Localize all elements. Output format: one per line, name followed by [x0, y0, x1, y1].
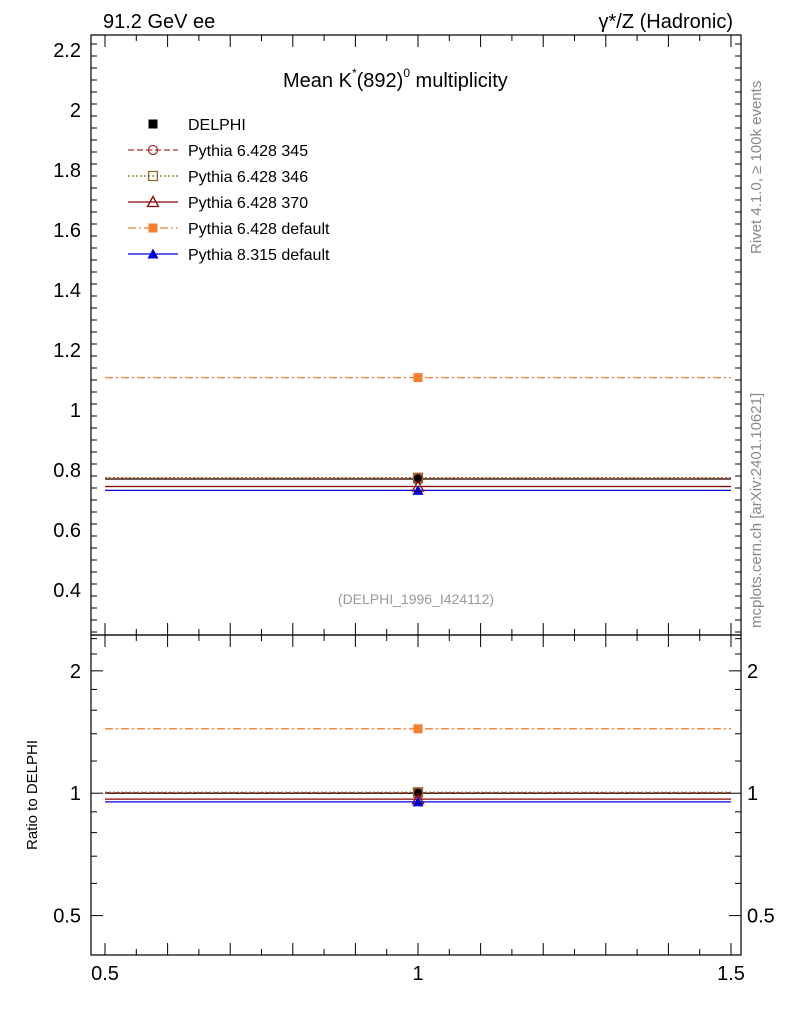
- main-data-point: [413, 474, 423, 484]
- xtick-label: 1.5: [717, 963, 745, 985]
- legend-marker: [147, 170, 159, 182]
- legend-label: Pythia 6.428 default: [188, 221, 330, 238]
- ratio-ytick-label-left: 2: [70, 661, 81, 683]
- legend-label: Pythia 8.315 default: [188, 247, 330, 264]
- ratio-ytick-label-left: 1: [70, 783, 81, 805]
- ratio-ytick-label-left: 0.5: [53, 906, 81, 928]
- ratio-ylabel: Ratio to DELPHI: [24, 740, 41, 850]
- legend-label: Pythia 6.428 346: [188, 169, 308, 186]
- legend-marker: [148, 223, 158, 233]
- main-ytick-label: 0.6: [53, 520, 81, 542]
- title-prefix: Mean K: [283, 70, 353, 92]
- title-sup1: *: [352, 66, 357, 80]
- legend: DELPHI Pythia 6.428 345 Pythia 6.428 346 Py…: [128, 117, 330, 264]
- ratio-data-point: [412, 796, 424, 807]
- main-series-markers: [411, 373, 425, 495]
- main-ytick-label: 1.8: [53, 160, 81, 182]
- legend-marker: [146, 195, 160, 208]
- header-left: 91.2 GeV ee: [103, 11, 215, 33]
- ratio-data-point: [413, 724, 423, 734]
- analysis-id: (DELPHI_1996_I424112): [338, 591, 494, 607]
- axis-ticks: 0.4 0.6 0.8 1 1.2 1.4 1.6 1.8 2 2.2 0.5 0.5 1 1 2 2 0.5 1…: [53, 35, 775, 985]
- main-data-point: [412, 484, 424, 495]
- main-ytick-label: 0.8: [53, 460, 81, 482]
- mcplots-label: mcplots.cern.ch [arXiv:2401.10621]: [748, 393, 765, 628]
- rivet-label: Rivet 4.1.0, ≥ 100k events: [748, 81, 765, 254]
- main-ytick-label: 1.6: [53, 220, 81, 242]
- main-ytick-label: 2.2: [53, 40, 81, 62]
- ratio-ytick-label-right: 0.5: [747, 906, 775, 928]
- title-sup2: 0: [403, 66, 410, 80]
- main-ytick-label: 1: [70, 400, 81, 422]
- legend-marker: [147, 248, 159, 259]
- title-suffix: multiplicity: [410, 70, 508, 92]
- legend-marker: [148, 119, 158, 129]
- main-ytick-label: 0.4: [53, 580, 81, 602]
- legend-label: Pythia 6.428 345: [188, 143, 308, 160]
- ratio-series-markers: [411, 724, 425, 807]
- ratio-panel-frame: [90, 634, 742, 956]
- ratio-ytick-label-right: 1: [747, 783, 758, 805]
- main-ytick-label: 1.2: [53, 340, 81, 362]
- xtick-label: 1: [412, 963, 423, 985]
- main-ytick-label: 2: [70, 100, 81, 122]
- main-data-point: [413, 373, 423, 383]
- header-right: γ*/Z (Hadronic): [599, 11, 733, 33]
- ratio-ytick-label-right: 2: [747, 661, 758, 683]
- legend-label: DELPHI: [188, 117, 246, 134]
- legend-marker: [147, 144, 159, 156]
- plot-title: Mean K*(892)0 multiplicity: [283, 66, 508, 92]
- xtick-label: 0.5: [91, 963, 119, 985]
- title-middle: (892): [357, 70, 404, 92]
- main-ytick-label: 1.4: [53, 280, 81, 302]
- legend-label: Pythia 6.428 370: [188, 195, 308, 212]
